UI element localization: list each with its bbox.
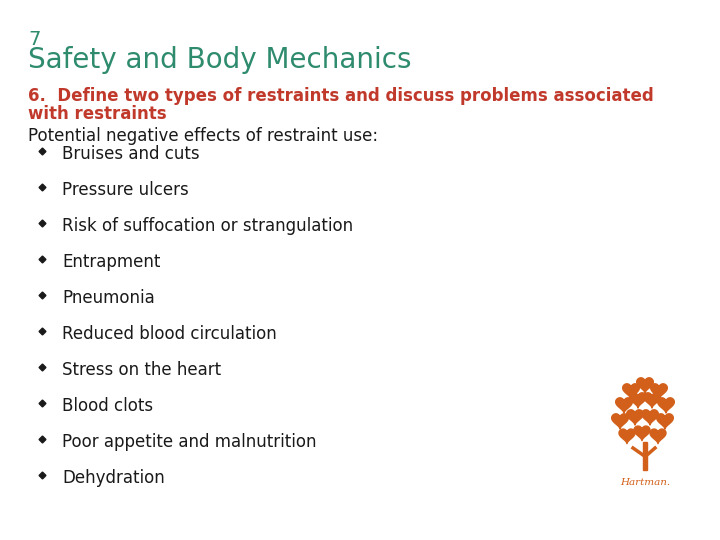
Text: Pneumonia: Pneumonia [62,289,155,307]
Text: Potential negative effects of restraint use:: Potential negative effects of restraint … [28,127,378,145]
Polygon shape [642,410,658,425]
Polygon shape [626,410,643,425]
Polygon shape [634,426,650,441]
Polygon shape [650,429,666,443]
Polygon shape [630,393,647,408]
Text: with restraints: with restraints [28,105,166,123]
Text: Safety and Body Mechanics: Safety and Body Mechanics [28,46,412,74]
Polygon shape [657,414,673,429]
Polygon shape [612,414,629,429]
Text: Poor appetite and malnutrition: Poor appetite and malnutrition [62,433,317,451]
Text: Reduced blood circulation: Reduced blood circulation [62,325,276,343]
Text: Bruises and cuts: Bruises and cuts [62,145,199,163]
Text: Blood clots: Blood clots [62,397,153,415]
Polygon shape [636,378,653,393]
Text: 7: 7 [28,30,40,49]
Polygon shape [657,398,675,413]
Bar [643,442,647,470]
Text: 6.  Define two types of restraints and discuss problems associated: 6. Define two types of restraints and di… [28,87,654,105]
Polygon shape [644,393,660,408]
Polygon shape [623,384,639,399]
Polygon shape [651,384,667,399]
Text: Pressure ulcers: Pressure ulcers [62,181,189,199]
Polygon shape [619,429,635,443]
Text: Risk of suffocation or strangulation: Risk of suffocation or strangulation [62,217,353,235]
Text: Stress on the heart: Stress on the heart [62,361,221,379]
Polygon shape [616,398,632,413]
Text: Dehydration: Dehydration [62,469,165,487]
Text: Entrapment: Entrapment [62,253,161,271]
Text: Hartman.: Hartman. [620,478,670,487]
